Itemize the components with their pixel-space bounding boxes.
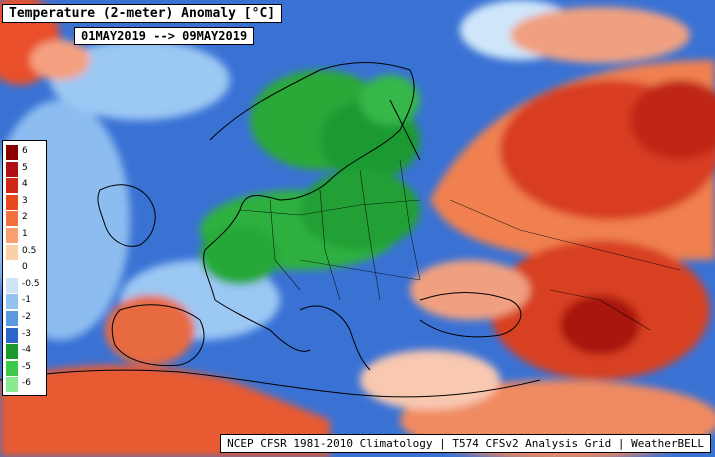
color-legend: 6 5 4 3 2 1 0.5 0 -0.5 -1 -2 -3 -4 -5 -6 [2, 140, 47, 396]
legend-swatch [6, 161, 18, 177]
legend-swatch [6, 244, 18, 260]
legend-entry: 0.5 [6, 243, 44, 261]
legend-label: -5 [22, 361, 31, 372]
legend-entry: 4 [6, 176, 44, 194]
legend-entry: 0 [6, 259, 44, 277]
legend-swatch [6, 145, 18, 160]
attribution-footer: NCEP CFSR 1981-2010 Climatology | T574 C… [220, 434, 711, 453]
legend-swatch [6, 261, 18, 277]
legend-label: -3 [22, 328, 31, 339]
country-borders [239, 159, 681, 331]
legend-label: -1 [22, 295, 31, 306]
legend-entry: -0.5 [6, 276, 44, 294]
legend-entry: 1 [6, 226, 44, 244]
legend-label: 6 [22, 146, 28, 156]
legend-entry: -3 [6, 326, 44, 344]
legend-entry: 3 [6, 193, 44, 211]
legend-label: -6 [22, 378, 31, 389]
legend-swatch [6, 360, 18, 376]
legend-entry: 5 [6, 160, 44, 178]
legend-label: 5 [22, 162, 28, 173]
legend-entry: 2 [6, 209, 44, 227]
legend-label: 1 [22, 229, 28, 239]
legend-swatch [6, 194, 18, 210]
legend-swatch [6, 327, 18, 343]
map-title: Temperature (2-meter) Anomaly [°C] [2, 4, 283, 23]
legend-label: 0 [22, 262, 28, 273]
legend-swatch [6, 277, 18, 293]
legend-label: -0.5 [22, 278, 40, 289]
legend-label: -4 [22, 345, 31, 356]
legend-entry: -6 [6, 375, 44, 393]
legend-swatch [6, 377, 18, 393]
legend-label: 3 [22, 195, 28, 206]
coastlines [0, 62, 541, 398]
legend-entry: 6 [6, 143, 44, 161]
legend-label: 0.5 [22, 245, 37, 256]
legend-label: 4 [22, 179, 28, 190]
legend-entry: -4 [6, 342, 44, 360]
legend-swatch [6, 178, 18, 194]
date-range: 01MAY2019 --> 09MAY2019 [74, 27, 255, 45]
legend-entry: -1 [6, 292, 44, 310]
legend-swatch [6, 211, 18, 227]
legend-swatch [6, 311, 18, 326]
legend-swatch [6, 344, 18, 360]
legend-label: -2 [22, 312, 31, 322]
legend-label: 2 [22, 212, 28, 223]
legend-entry: -5 [6, 359, 44, 377]
legend-swatch [6, 228, 18, 243]
legend-swatch [6, 294, 18, 310]
legend-entry: -2 [6, 309, 44, 327]
